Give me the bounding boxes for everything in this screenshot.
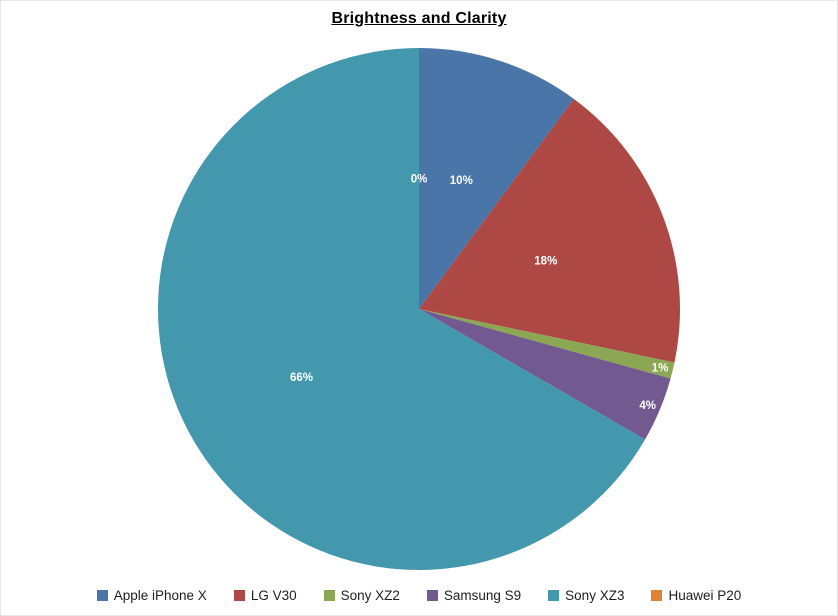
legend-item-sony-xz2[interactable]: Sony XZ2 bbox=[323, 588, 400, 603]
pie-slice-percentage-label-sony-xz2: 1% bbox=[652, 363, 669, 375]
legend-swatch-icon bbox=[96, 590, 108, 601]
pie-slice-percentage-label-lg-v30: 18% bbox=[534, 256, 557, 268]
pie-slice-sony-xz3[interactable] bbox=[157, 48, 646, 570]
legend-swatch-icon bbox=[426, 590, 438, 601]
pie-slice-sony-xz2[interactable] bbox=[419, 309, 675, 379]
legend-swatch-icon bbox=[651, 590, 663, 601]
legend-item-label: Sony XZ2 bbox=[340, 588, 400, 603]
chart-title: Brightness and Clarity bbox=[331, 10, 507, 27]
legend-swatch-icon bbox=[548, 590, 560, 601]
pie-slice-percentage-label-apple-iphone-x: 10% bbox=[450, 175, 473, 187]
legend-item-sony-xz3[interactable]: Sony XZ3 bbox=[548, 588, 624, 603]
legend-item-label: Samsung S9 bbox=[443, 588, 522, 603]
pie-slice-apple-iphone-x[interactable] bbox=[419, 48, 574, 309]
chart-legend: Apple iPhone X LG V30 Sony XZ2 Samsung S9 So… bbox=[1, 588, 837, 603]
legend-item-label: LG V30 bbox=[250, 588, 297, 603]
pie-slice-percentage-label-huawei-p20: 0% bbox=[411, 174, 428, 186]
legend-item-lg-v30[interactable]: LG V30 bbox=[233, 588, 297, 603]
legend-item-huawei-p20[interactable]: Huawei P20 bbox=[651, 588, 741, 603]
legend-item-label: Sony XZ3 bbox=[565, 588, 625, 603]
pie-slice-samsung-s9[interactable] bbox=[419, 309, 671, 440]
legend-swatch-icon bbox=[323, 590, 335, 601]
legend-item-label: Huawei P20 bbox=[668, 588, 742, 603]
pie-slice-lg-v30[interactable] bbox=[419, 98, 681, 363]
legend-item-label: Apple iPhone X bbox=[113, 588, 207, 603]
legend-item-samsung-s9[interactable]: Samsung S9 bbox=[426, 588, 522, 603]
legend-item-apple-iphone-x[interactable]: Apple iPhone X bbox=[96, 588, 207, 603]
legend-swatch-icon bbox=[233, 590, 245, 601]
pie-slice-percentage-label-samsung-s9: 4% bbox=[639, 400, 656, 412]
pie-slice-percentage-label-sony-xz3: 66% bbox=[290, 372, 313, 384]
